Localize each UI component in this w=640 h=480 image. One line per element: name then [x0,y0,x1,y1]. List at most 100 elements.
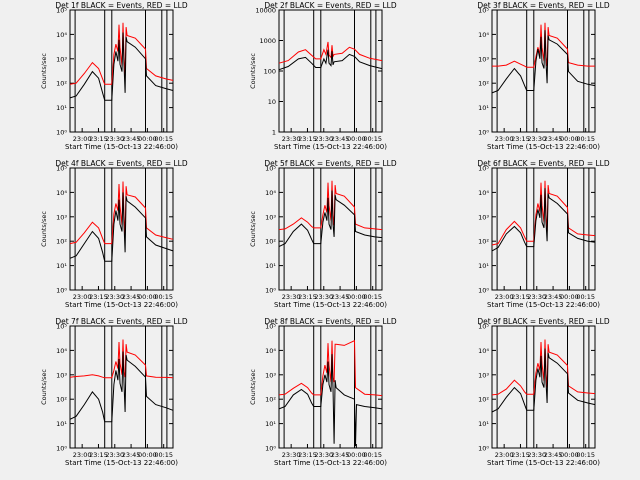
series-line-lld [69,181,174,245]
x-tick-label: 00:15 [576,135,595,143]
y-tick-label: 10⁵ [478,7,489,15]
y-tick-label: 10⁵ [56,165,67,173]
x-tick-label: 23:00 [73,293,92,301]
x-tick-label: 00:00 [560,135,579,143]
chart-title: Det 5f BLACK = Events, RED = LLD [264,159,397,168]
x-tick-label: 23:45 [122,451,141,459]
series-line-events [69,192,174,262]
y-tick-label: 10¹ [478,262,489,270]
x-tick-label: 23:00 [495,451,514,459]
y-tick-label: 100 [264,68,276,76]
y-tick-label: 10¹ [265,262,276,270]
plot-frame [278,167,383,291]
x-tick-label: 00:15 [363,293,382,301]
y-tick-label: 10¹ [478,104,489,112]
y-tick-label: 10² [478,238,489,246]
x-tick-label: 23:30 [105,451,124,459]
y-tick-label: 10⁴ [56,189,67,197]
chart-title: Det 1f BLACK = Events, RED = LLD [55,1,188,10]
y-axis-label: Counts/sec [40,369,48,405]
y-tick-label: 10⁵ [265,165,276,173]
x-tick-label: 23:30 [105,293,124,301]
x-tick-label: 23:00 [495,293,514,301]
x-tick-label: 23:45 [544,451,563,459]
x-tick-label: 00:00 [138,293,157,301]
y-tick-label: 10⁵ [56,323,67,331]
plot-frame [491,9,596,133]
x-tick-label: 00:15 [363,135,382,143]
chart-title: Det 6f BLACK = Events, RED = LLD [477,159,610,168]
x-tick-label: 23:30 [527,135,546,143]
x-axis-label: Start Time (15-Oct-13 22:46:00) [65,301,178,309]
chart-title: Det 7f BLACK = Events, RED = LLD [55,317,188,326]
plot-frame [491,325,596,449]
series-line-events [278,49,383,71]
chart-panel-5: Det 5f BLACK = Events, RED = LLD 10⁰ 10¹ 10… [249,159,397,309]
series-line-events [491,348,596,413]
x-tick-label: 00:00 [560,293,579,301]
chart-panel-6: Det 6f BLACK = Events, RED = LLD 10⁰ 10¹ 10… [477,159,610,309]
series-line-lld [278,41,383,64]
chart-panel-4: Det 4f BLACK = Events, RED = LLD 10⁰ 10¹ 10… [40,159,188,309]
y-tick-label: 10² [56,238,67,246]
x-tick-label: 23:15 [89,293,108,301]
y-tick-label: 10⁵ [265,323,276,331]
series-line-events [278,354,383,447]
x-tick-label: 23:30 [282,451,301,459]
x-tick-label: 23:00 [73,451,92,459]
y-tick-label: 10² [265,396,276,404]
y-tick-label: 10² [478,396,489,404]
y-tick-label: 10⁴ [478,347,489,355]
y-tick-label: 10³ [56,55,67,63]
x-tick-label: 00:15 [154,451,173,459]
x-tick-label: 23:00 [73,135,92,143]
y-tick-label: 10² [478,80,489,88]
x-tick-label: 23:30 [314,293,333,301]
y-tick-label: 10¹ [56,262,67,270]
y-tick-label: 10⁴ [265,347,276,355]
y-tick-label: 10⁰ [478,129,489,137]
y-tick-label: 10⁰ [478,287,489,295]
y-tick-label: 10¹ [56,104,67,112]
y-tick-label: 1 [272,129,276,137]
y-tick-label: 10⁴ [478,189,489,197]
y-tick-label: 10⁴ [265,189,276,197]
series-line-lld [278,180,383,231]
x-tick-label: 23:15 [298,293,317,301]
x-tick-label: 00:00 [138,135,157,143]
plot-frame [491,167,596,291]
x-tick-label: 00:15 [154,293,173,301]
chart-panel-2: Det 2f BLACK = Events, RED = LLD 1 10 100 10… [249,1,397,151]
y-tick-label: 10³ [56,371,67,379]
chart-panel-8: Det 8f BLACK = Events, RED = LLD 10⁰ 10¹ 10… [249,317,397,467]
x-tick-label: 00:00 [347,293,366,301]
chart-panel-3: Det 3f BLACK = Events, RED = LLD 10⁰ 10¹ 10… [477,1,610,151]
x-axis-label: Start Time (15-Oct-13 22:46:00) [65,143,178,151]
x-tick-label: 23:30 [314,135,333,143]
y-tick-label: 10⁵ [478,165,489,173]
series-line-events [69,32,174,101]
x-tick-label: 23:45 [544,293,563,301]
x-axis-label: Start Time (15-Oct-13 22:46:00) [274,143,387,151]
y-tick-label: 10⁴ [56,347,67,355]
y-tick-label: 10⁰ [56,129,67,137]
chart-panel-7: Det 7f BLACK = Events, RED = LLD 10⁰ 10¹ 10… [40,317,188,467]
y-tick-label: 10⁴ [478,31,489,39]
y-axis-label: Counts/sec [40,211,48,247]
x-tick-label: 23:15 [511,293,530,301]
y-tick-label: 10⁰ [265,445,276,453]
series-line-lld [278,339,383,397]
x-tick-label: 00:15 [154,135,173,143]
x-tick-label: 23:45 [331,135,350,143]
series-line-events [69,351,174,423]
y-tick-label: 10² [56,80,67,88]
x-tick-label: 23:30 [105,135,124,143]
y-tick-label: 10 [268,98,276,106]
x-tick-label: 00:15 [576,293,595,301]
y-axis-label: Counts/sec [249,369,257,405]
y-tick-label: 10⁰ [265,287,276,295]
x-tick-label: 23:15 [511,451,530,459]
y-axis-label: Counts/sec [249,211,257,247]
x-tick-label: 00:00 [560,451,579,459]
